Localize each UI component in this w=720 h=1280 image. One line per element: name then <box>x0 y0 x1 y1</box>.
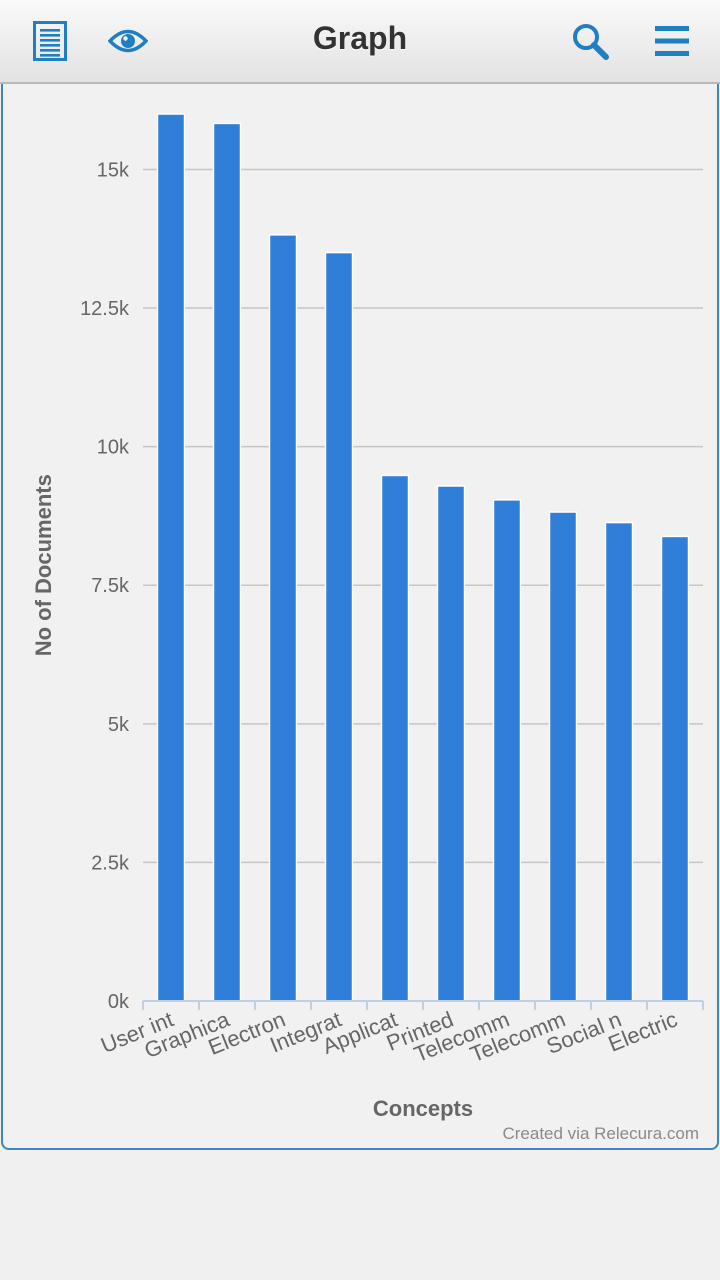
y-axis-title: No of Documents <box>31 474 56 656</box>
search-icon <box>573 24 609 60</box>
x-axis-title: Concepts <box>373 1096 473 1121</box>
list-icon <box>33 21 67 61</box>
menu-button[interactable] <box>642 12 702 70</box>
y-tick-label: 15k <box>97 159 130 181</box>
chart-panel: 0k 2.5k 5k 7.5k 10k 12.5k 15k User int Graphica E… <box>1 84 719 1150</box>
y-tick-label: 5k <box>108 714 130 736</box>
y-tick-label: 10k <box>97 437 130 459</box>
eye-icon <box>108 29 148 53</box>
bar <box>548 511 578 1002</box>
page-title: Graph <box>312 20 408 56</box>
bar <box>212 122 242 1002</box>
view-button[interactable] <box>98 12 158 70</box>
credit-text: Created via Relecura.com <box>502 1124 699 1143</box>
bar <box>660 535 690 1002</box>
bar <box>380 474 410 1002</box>
bar <box>156 113 186 1002</box>
bar <box>492 499 522 1002</box>
y-tick-label: 12.5k <box>80 298 130 320</box>
list-button[interactable] <box>20 12 80 70</box>
bar <box>268 234 298 1002</box>
y-tick-label: 0k <box>108 991 130 1013</box>
bar <box>604 521 634 1002</box>
top-toolbar: Graph <box>0 0 720 84</box>
bar <box>436 485 466 1002</box>
menu-icon <box>655 26 689 56</box>
bar <box>324 251 354 1002</box>
y-tick-label: 2.5k <box>91 852 130 874</box>
y-tick-label: 7.5k <box>91 575 130 597</box>
search-button[interactable] <box>560 12 620 70</box>
